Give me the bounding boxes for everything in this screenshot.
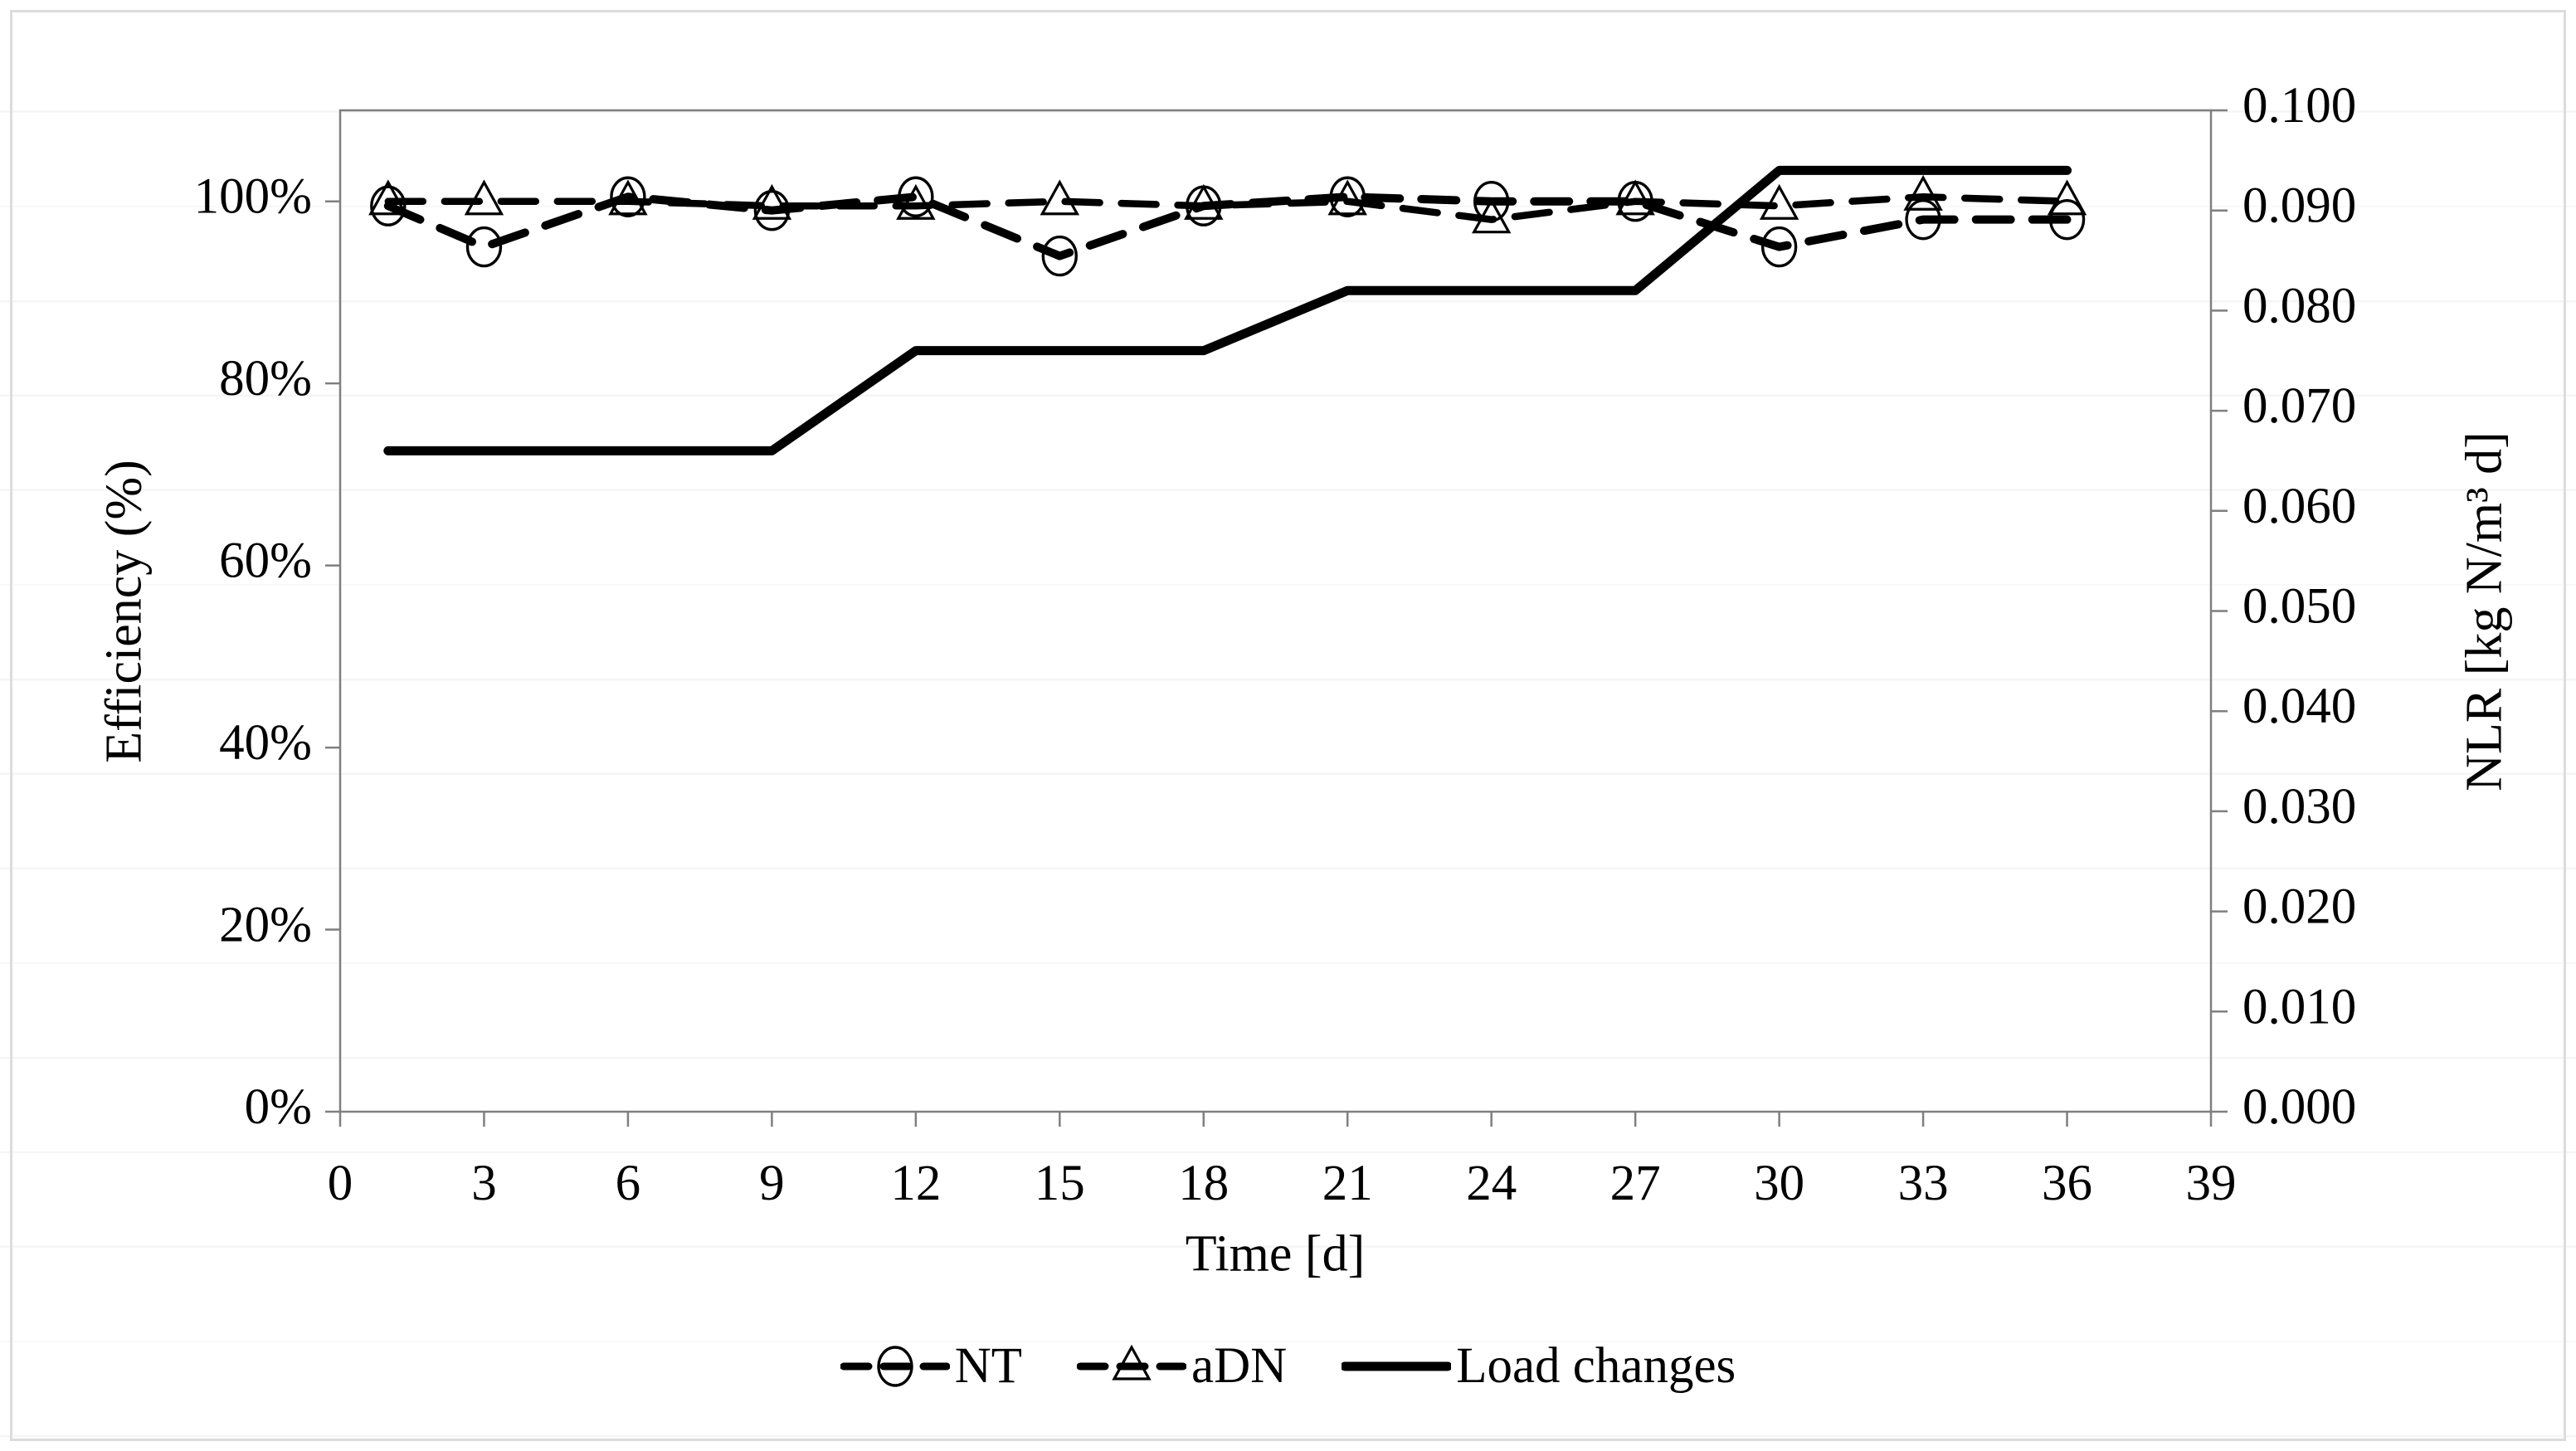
series-nt-marker-circle — [1041, 235, 1079, 277]
x-tick-label: 27 — [1610, 1156, 1661, 1211]
legend-adn-marker-triangle — [1112, 1344, 1152, 1380]
legend-label: aDN — [1191, 1338, 1288, 1394]
left-tick-label: 0% — [245, 1079, 312, 1135]
x-tick-label: 15 — [1035, 1156, 1085, 1211]
right-tick-label: 0.100 — [2242, 78, 2356, 134]
series-adn-marker-triangle — [368, 179, 408, 216]
circle-marker-icon — [840, 1346, 950, 1387]
x-tick-label: 12 — [890, 1156, 941, 1211]
left-axis-title: Efficiency (%) — [95, 460, 153, 763]
series-adn-marker-triangle — [1040, 179, 1080, 216]
x-tick-label: 36 — [2042, 1156, 2092, 1211]
right-tick-label: 0.060 — [2242, 479, 2356, 534]
legend-item-load-changes: Load changes — [1342, 1337, 1736, 1395]
right-tick-label: 0.020 — [2242, 879, 2356, 935]
series-nt-marker-circle — [1905, 198, 1941, 241]
x-tick-label: 9 — [759, 1156, 785, 1211]
plot-border — [338, 109, 2213, 1113]
right-tick-label: 0.040 — [2242, 679, 2356, 734]
x-tick-label: 3 — [471, 1156, 497, 1211]
legend-nt-marker-circle — [877, 1346, 913, 1387]
x-tick-label: 18 — [1178, 1156, 1229, 1211]
right-tick-label: 0.000 — [2242, 1079, 2356, 1135]
left-tick-label: 40% — [219, 715, 312, 771]
series-adn-marker-triangle — [752, 183, 792, 220]
series-adn-marker-triangle — [464, 179, 504, 216]
plot-series — [368, 165, 2087, 455]
x-tick-label: 39 — [2186, 1156, 2237, 1211]
left-tick-label: 60% — [219, 533, 312, 589]
x-tick-label: 0 — [328, 1156, 353, 1211]
right-tick-label: 0.080 — [2242, 278, 2356, 334]
series-nt-marker-circle — [1760, 226, 1798, 268]
right-tick-label: 0.070 — [2242, 378, 2356, 434]
left-tick-label: 100% — [194, 169, 312, 225]
x-axis-title: Time [d] — [1185, 1225, 1366, 1283]
series-adn-marker-triangle — [1759, 183, 1799, 220]
legend-item-adn: aDN — [1077, 1337, 1287, 1395]
series-adn-marker-triangle — [1615, 179, 1655, 216]
series-adn-marker-triangle — [608, 179, 648, 216]
series-nt-marker-circle — [610, 176, 646, 217]
triangle-marker-icon — [1077, 1344, 1187, 1380]
legend-item-nt: NT — [840, 1337, 1022, 1395]
series-line-adn — [384, 192, 2071, 223]
series-nt-marker-circle — [465, 226, 503, 268]
series-nt-marker-circle — [1329, 176, 1366, 217]
series-adn-marker-triangle — [1327, 179, 1367, 216]
series-nt-marker-circle — [898, 176, 934, 217]
x-tick-label: 21 — [1322, 1156, 1373, 1211]
series-adn-marker-triangle — [2047, 179, 2087, 216]
x-tick-label: 30 — [1754, 1156, 1804, 1211]
series-adn-marker-triangle — [1903, 174, 1943, 211]
right-tick-label: 0.030 — [2242, 779, 2356, 835]
series-nt-marker-circle — [2048, 198, 2086, 241]
right-tick-label: 0.010 — [2242, 979, 2356, 1035]
solid-line-icon — [1342, 1361, 1452, 1371]
plot-tick-labels: 0 3 6 9 12 15 18 21 24 27 30 33 36 39100%80%60%40%20%… — [194, 78, 2357, 1211]
plot-axes — [325, 109, 2228, 1127]
series-adn-marker-triangle — [1184, 183, 1224, 220]
series-adn-marker-triangle — [896, 183, 936, 220]
x-tick-label: 6 — [616, 1156, 641, 1211]
series-adn-marker-triangle — [1471, 197, 1512, 234]
legend-label: Load changes — [1456, 1338, 1736, 1394]
legend: NT aDN Load changes — [0, 1337, 2576, 1395]
right-tick-label: 0.050 — [2242, 579, 2356, 635]
figure-border — [10, 10, 2566, 1441]
legend-label: NT — [954, 1338, 1023, 1394]
right-axis-title: NLR [kg N/m³ d] — [2456, 431, 2513, 791]
series-line-load-changes — [383, 165, 2072, 455]
series-nt-marker-circle — [370, 185, 407, 226]
series-nt-marker-circle — [753, 189, 791, 231]
x-tick-label: 33 — [1898, 1156, 1949, 1211]
x-tick-label: 24 — [1466, 1156, 1517, 1211]
right-tick-label: 0.090 — [2242, 178, 2356, 234]
left-tick-label: 20% — [219, 898, 312, 953]
left-tick-label: 80% — [219, 351, 312, 407]
